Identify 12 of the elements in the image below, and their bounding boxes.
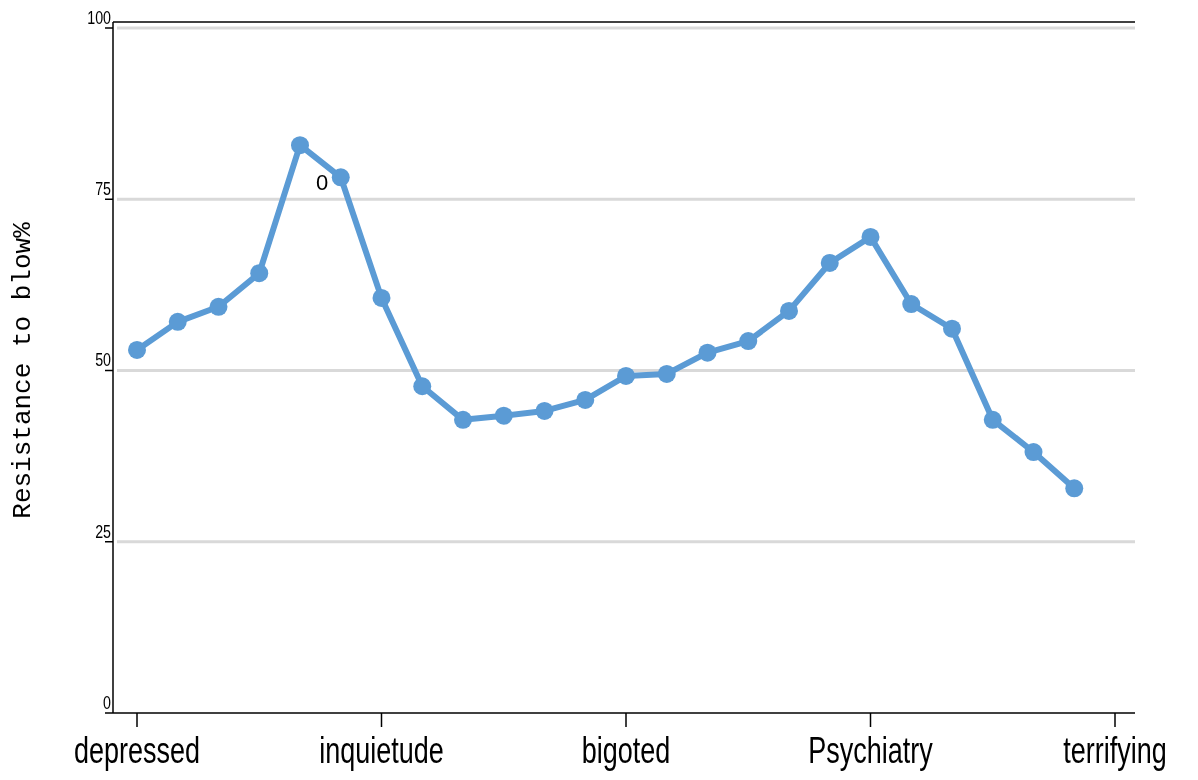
y-tick-label: 25 bbox=[95, 520, 111, 543]
annotation: 0 bbox=[315, 170, 329, 195]
y-tick-label: 75 bbox=[95, 178, 111, 200]
y-tick-label: 50 bbox=[95, 349, 111, 372]
x-tick-label: bigoted bbox=[581, 730, 671, 771]
y-tick-label: 100 bbox=[87, 7, 111, 29]
y-tick-label: 0 bbox=[103, 692, 111, 714]
y-axis-title: Resistance to blow% bbox=[8, 221, 38, 519]
x-tick-label: Psychiatry bbox=[808, 730, 933, 771]
x-tick-label: depressed bbox=[74, 730, 200, 771]
x-tick-label: inquietude bbox=[319, 730, 444, 771]
x-tick-label: terrifying bbox=[1063, 730, 1167, 771]
